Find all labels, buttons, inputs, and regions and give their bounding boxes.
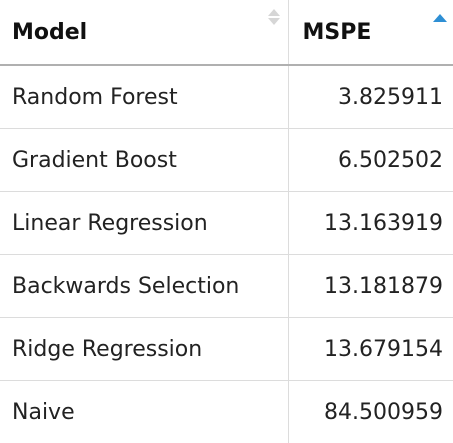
mspe-cell: 84.500959: [288, 381, 453, 443]
table-row: Naive 84.500959: [0, 381, 453, 443]
table-header: Model MSPE: [0, 0, 453, 65]
sort-up-arrow-icon: [268, 9, 280, 16]
mspe-cell: 13.181879: [288, 255, 453, 318]
model-cell: Ridge Regression: [0, 318, 288, 381]
sort-active-up-arrow-icon: [433, 14, 447, 22]
model-cell: Backwards Selection: [0, 255, 288, 318]
table-row: Backwards Selection 13.181879: [0, 255, 453, 318]
mspe-cell: 13.163919: [288, 192, 453, 255]
table-row: Gradient Boost 6.502502: [0, 129, 453, 192]
column-header-model-label: Model: [12, 20, 87, 45]
table-row: Random Forest 3.825911: [0, 65, 453, 129]
header-row: Model MSPE: [0, 0, 453, 65]
sort-down-arrow-icon: [268, 18, 280, 25]
model-cell: Gradient Boost: [0, 129, 288, 192]
sort-ascending-icon[interactable]: [433, 8, 445, 26]
model-cell: Linear Regression: [0, 192, 288, 255]
mspe-cell: 13.679154: [288, 318, 453, 381]
table-body: Random Forest 3.825911 Gradient Boost 6.…: [0, 65, 453, 443]
mspe-cell: 6.502502: [288, 129, 453, 192]
column-header-mspe[interactable]: MSPE: [288, 0, 453, 65]
model-cell: Random Forest: [0, 65, 288, 129]
model-cell: Naive: [0, 381, 288, 443]
mspe-cell: 3.825911: [288, 65, 453, 129]
sort-both-icon[interactable]: [268, 8, 280, 26]
column-header-model[interactable]: Model: [0, 0, 288, 65]
table-row: Linear Regression 13.163919: [0, 192, 453, 255]
table-row: Ridge Regression 13.679154: [0, 318, 453, 381]
column-header-mspe-label: MSPE: [303, 20, 372, 45]
